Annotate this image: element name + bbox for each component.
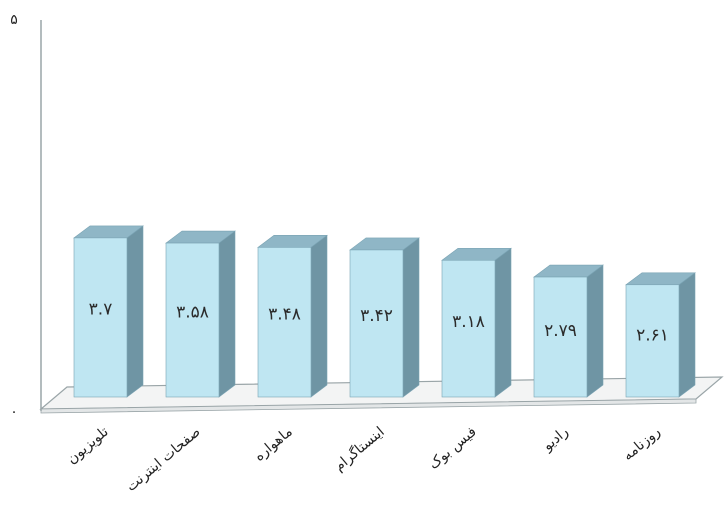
bar-value-label: ۳.۴۲ (360, 306, 393, 326)
y-tick-label: ۰ (10, 404, 18, 420)
bar (533, 264, 604, 398)
bar-front (441, 259, 496, 398)
category-label: تلویزیون (64, 424, 112, 468)
bar (625, 272, 696, 398)
bar-side (586, 264, 604, 398)
bar (73, 225, 144, 398)
category-label: روزنامه (620, 424, 664, 464)
bar-value-label: ۲.۷۹ (544, 321, 577, 341)
bar-side (494, 247, 512, 398)
bar (349, 237, 420, 398)
category-label: فیس بوک (426, 424, 480, 473)
bar-side (126, 225, 144, 398)
bar-value-label: ۲.۶۱ (636, 325, 669, 345)
bar (441, 247, 512, 398)
bar-value-label: ۳.۷ (89, 299, 113, 319)
category-label: رادیو (539, 424, 572, 455)
bar-front (73, 237, 128, 398)
bar-front (625, 284, 680, 398)
bar-side (218, 230, 236, 398)
bar-side (310, 234, 328, 398)
category-label: اینستاگرام (331, 423, 388, 475)
bar-side (402, 237, 420, 398)
bar-side (678, 272, 696, 398)
bar-front (165, 242, 220, 398)
category-label: صفحات اینترنت (123, 424, 203, 495)
category-label: ماهواره (251, 424, 295, 465)
bar (257, 234, 328, 398)
chart-bar-layer (73, 225, 696, 398)
bar-front (533, 276, 588, 398)
chart-floor-edge (40, 398, 697, 414)
y-tick-label: ۵ (10, 12, 18, 28)
bar-value-label: ۳.۴۸ (268, 305, 301, 325)
chart-axis-layer: ۰۵ (10, 12, 42, 420)
bar (165, 230, 236, 398)
bar-front (257, 247, 312, 398)
bar-front (349, 249, 404, 398)
bar-value-label: ۳.۱۸ (452, 312, 485, 332)
bar-value-label: ۳.۵۸ (176, 302, 209, 322)
